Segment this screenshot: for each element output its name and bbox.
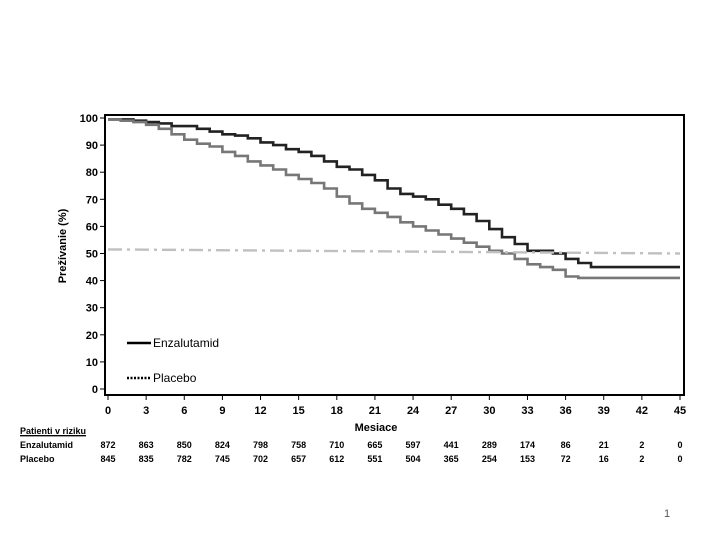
- risk-value: 72: [561, 454, 571, 464]
- x-tick-label: 9: [219, 405, 225, 417]
- x-tick-label: 12: [254, 405, 266, 417]
- risk-value: 174: [520, 440, 535, 450]
- risk-values: 872 863 850 824 798 758 710 665 597 441 289 174 86 21…: [100, 440, 682, 464]
- x-tick-label: 30: [483, 405, 495, 417]
- y-tick-label: 100: [80, 113, 98, 125]
- x-tick-label: 33: [521, 405, 533, 417]
- risk-value: 441: [444, 440, 459, 450]
- y-tick-label: 90: [86, 140, 98, 152]
- risk-value: 710: [329, 440, 344, 450]
- x-tick-label: 0: [105, 405, 111, 417]
- risk-value: 665: [367, 440, 382, 450]
- risk-value: 850: [177, 440, 192, 450]
- y-axis-title: Prežívanie (%): [57, 208, 69, 283]
- x-tick-label: 39: [598, 405, 610, 417]
- risk-value: 835: [139, 454, 154, 464]
- risk-value: 745: [215, 454, 230, 464]
- risk-value: 289: [482, 440, 497, 450]
- risk-value: 597: [406, 440, 421, 450]
- legend-label-placebo: Placebo: [153, 371, 197, 385]
- risk-value: 16: [599, 454, 609, 464]
- legend-label-enzalutamid: Enzalutamid: [153, 336, 219, 350]
- series-line-placebo: [108, 118, 680, 280]
- series-line-enzalutamid: [108, 118, 680, 269]
- x-axis: 0 3 6 9 12 15 18 21 24 27 30 33 36 39 42 45: [105, 395, 686, 417]
- risk-table: Patienti v riziku Enzalutamid Placebo 87…: [20, 426, 683, 464]
- x-tick-label: 18: [331, 405, 343, 417]
- risk-value: 21: [599, 440, 609, 450]
- risk-value: 657: [291, 454, 306, 464]
- x-tick-label: 27: [445, 405, 457, 417]
- y-tick-label: 0: [92, 384, 98, 396]
- risk-value: 153: [520, 454, 535, 464]
- page-number: 1: [664, 508, 671, 520]
- risk-value: 2: [639, 454, 644, 464]
- risk-value: 365: [444, 454, 459, 464]
- risk-row-label-enzalutamid: Enzalutamid: [20, 440, 73, 450]
- risk-table-title: Patienti v riziku: [20, 426, 86, 436]
- series-line-reference: [107, 248, 681, 255]
- risk-value: 504: [406, 454, 421, 464]
- plot-frame: [104, 114, 685, 396]
- x-tick-label: 15: [293, 405, 305, 417]
- plot-lines: [107, 118, 681, 280]
- y-tick-label: 70: [86, 194, 98, 206]
- x-tick-label: 6: [181, 405, 187, 417]
- risk-value: 845: [100, 454, 115, 464]
- x-tick-label: 42: [636, 405, 648, 417]
- risk-value: 612: [329, 454, 344, 464]
- risk-value: 702: [253, 454, 268, 464]
- y-tick-label: 80: [86, 167, 98, 179]
- x-tick-label: 3: [143, 405, 149, 417]
- x-tick-label: 45: [674, 405, 686, 417]
- y-tick-label: 50: [86, 249, 98, 261]
- risk-value: 254: [482, 454, 497, 464]
- y-tick-label: 20: [86, 330, 98, 342]
- y-tick-label: 40: [86, 276, 98, 288]
- risk-value: 824: [215, 440, 230, 450]
- y-axis: 0 10 20 30 40 50 60 70 80 90 100: [80, 113, 105, 396]
- x-tick-label: 24: [407, 405, 420, 417]
- risk-value: 782: [177, 454, 192, 464]
- x-axis-title: Mesiace: [355, 422, 398, 434]
- risk-value: 2: [639, 440, 644, 450]
- y-tick-label: 10: [86, 357, 98, 369]
- risk-value: 86: [561, 440, 571, 450]
- risk-value: 551: [367, 454, 382, 464]
- legend: Enzalutamid Placebo: [127, 336, 219, 385]
- risk-value: 798: [253, 440, 268, 450]
- risk-value: 863: [139, 440, 154, 450]
- risk-value: 758: [291, 440, 306, 450]
- y-tick-label: 30: [86, 303, 98, 315]
- risk-value: 0: [677, 440, 682, 450]
- x-tick-label: 36: [559, 405, 571, 417]
- x-tick-label: 21: [369, 405, 381, 417]
- risk-value: 872: [100, 440, 115, 450]
- y-tick-label: 60: [86, 221, 98, 233]
- risk-value: 0: [677, 454, 682, 464]
- risk-row-label-placebo: Placebo: [20, 454, 55, 464]
